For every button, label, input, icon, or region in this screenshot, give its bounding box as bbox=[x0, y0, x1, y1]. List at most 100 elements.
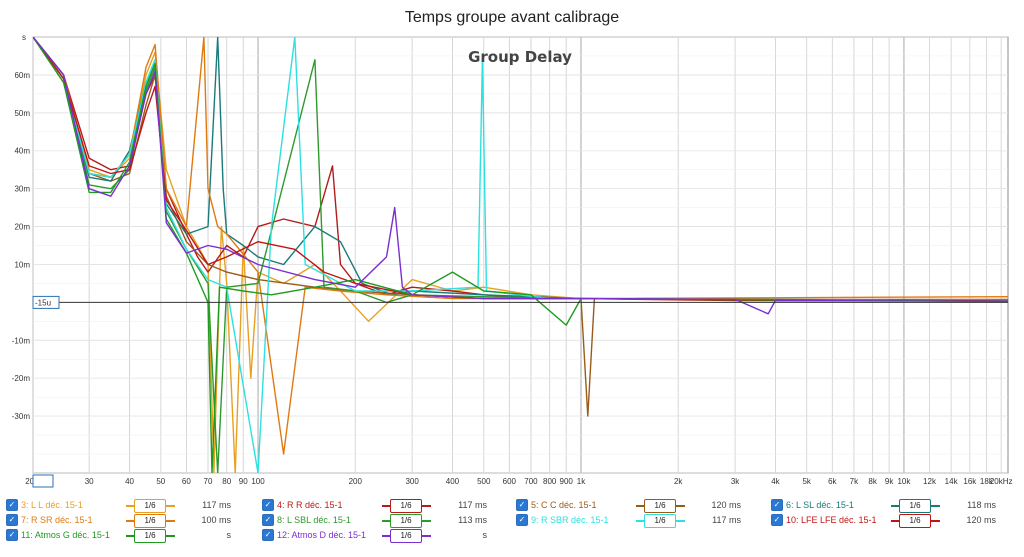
chart-title: Temps groupe avant calibrage bbox=[405, 9, 619, 26]
legend-line-swatch bbox=[421, 505, 431, 507]
legend-line-swatch bbox=[165, 535, 175, 537]
legend-smoothing-button[interactable]: 1/6 bbox=[899, 499, 931, 513]
legend-line-swatch bbox=[636, 505, 646, 507]
x-tick-label: 18k bbox=[980, 477, 994, 486]
legend-line-swatch bbox=[126, 535, 136, 537]
legend-checkbox[interactable]: ✓ bbox=[262, 499, 274, 511]
legend-line-swatch bbox=[891, 520, 901, 522]
x-tick-label: 800 bbox=[543, 477, 557, 486]
x-tick-label: 6k bbox=[828, 477, 837, 486]
legend-series-name: 6: L SL déc. 15-1 bbox=[786, 500, 854, 510]
y-tick-label: 10m bbox=[14, 260, 30, 269]
x-start-box[interactable] bbox=[32, 474, 54, 488]
legend-smoothing-button[interactable]: 1/6 bbox=[134, 499, 166, 513]
legend-checkbox[interactable]: ✓ bbox=[262, 529, 274, 541]
legend-item[interactable]: ✓ 6: L SL déc. 15-1 bbox=[771, 498, 854, 512]
x-tick-label: 10k bbox=[897, 477, 911, 486]
x-tick-label: 900 bbox=[560, 477, 574, 486]
legend: ✓ 3: L L déc. 15-1 1/6 117 ms ✓ 4: R R déc. 1… bbox=[0, 495, 1024, 557]
legend-item[interactable]: ✓ 12: Atmos D déc. 15-1 bbox=[262, 528, 366, 542]
legend-line-swatch bbox=[636, 520, 646, 522]
legend-line-swatch bbox=[382, 535, 392, 537]
x-tick-label: 9k bbox=[885, 477, 894, 486]
legend-delay-value: 113 ms bbox=[458, 515, 487, 525]
chart: Temps groupe avant calibrage 20,13040506… bbox=[12, 9, 1013, 488]
legend-delay-value: 120 ms bbox=[966, 515, 996, 525]
series-line bbox=[33, 37, 1008, 473]
legend-line-swatch bbox=[891, 505, 901, 507]
legend-series-name: 12: Atmos D déc. 15-1 bbox=[277, 530, 367, 540]
legend-line-swatch bbox=[675, 520, 685, 522]
legend-series-name: 7: R SR déc. 15-1 bbox=[21, 515, 93, 525]
x-tick-label: 12k bbox=[923, 477, 937, 486]
legend-checkbox[interactable]: ✓ bbox=[516, 514, 528, 526]
x-tick-label: 700 bbox=[524, 477, 538, 486]
x-tick-label: 200 bbox=[349, 477, 363, 486]
y-tick-label: -10m bbox=[12, 336, 31, 345]
x-tick-label: 7k bbox=[850, 477, 859, 486]
axes: 20,1304050607080901002003004005006007008… bbox=[12, 71, 1013, 488]
x-tick-label: 40 bbox=[125, 477, 134, 486]
legend-checkbox[interactable]: ✓ bbox=[6, 529, 18, 541]
legend-line-swatch bbox=[930, 505, 940, 507]
legend-line-swatch bbox=[165, 505, 175, 507]
legend-item[interactable]: ✓ 5: C C déc. 15-1 bbox=[516, 498, 597, 512]
legend-item[interactable]: ✓ 3: L L déc. 15-1 bbox=[6, 498, 83, 512]
legend-smoothing-button[interactable]: 1/6 bbox=[390, 514, 422, 528]
x-tick-label: 100 bbox=[251, 477, 265, 486]
series-line bbox=[33, 37, 1008, 473]
series-group bbox=[33, 37, 1008, 473]
y-tick-label: -30m bbox=[12, 412, 31, 421]
x-tick-label: 50 bbox=[156, 477, 165, 486]
cursor-value-box[interactable] bbox=[32, 295, 60, 309]
group-delay-label: Group Delay bbox=[468, 48, 572, 66]
legend-checkbox[interactable]: ✓ bbox=[771, 499, 783, 511]
legend-smoothing-button[interactable]: 1/6 bbox=[390, 499, 422, 513]
legend-checkbox[interactable]: ✓ bbox=[6, 514, 18, 526]
x-tick-label: 2k bbox=[674, 477, 683, 486]
x-tick-label: 1k bbox=[577, 477, 586, 486]
legend-checkbox[interactable]: ✓ bbox=[262, 514, 274, 526]
x-tick-label: 3k bbox=[731, 477, 740, 486]
legend-item[interactable]: ✓ 8: L SBL déc. 15-1 bbox=[262, 513, 351, 527]
legend-delay-value: 118 ms bbox=[967, 500, 996, 510]
y-tick-label: 60m bbox=[14, 71, 30, 80]
legend-delay-value: 120 ms bbox=[711, 500, 741, 510]
y-tick-label: 20m bbox=[14, 223, 30, 232]
legend-item[interactable]: ✓ 9: R SBR déc. 15-1 bbox=[516, 513, 609, 527]
x-tick-label: 8k bbox=[868, 477, 877, 486]
legend-item[interactable]: ✓ 10: LFE LFE déc. 15-1 bbox=[771, 513, 877, 527]
legend-series-name: 4: R R déc. 15-1 bbox=[277, 500, 343, 510]
legend-item[interactable]: ✓ 7: R SR déc. 15-1 bbox=[6, 513, 93, 527]
x-tick-label: 20kHz bbox=[990, 477, 1013, 486]
legend-smoothing-button[interactable]: 1/6 bbox=[644, 499, 676, 513]
x-tick-label: 14k bbox=[945, 477, 959, 486]
y-tick-label: 50m bbox=[14, 109, 30, 118]
legend-smoothing-button[interactable]: 1/6 bbox=[390, 529, 422, 543]
legend-delay-value: s bbox=[482, 530, 488, 540]
x-tick-label: 60 bbox=[182, 477, 191, 486]
x-tick-label: 90 bbox=[239, 477, 248, 486]
x-tick-label: 70 bbox=[204, 477, 213, 486]
legend-smoothing-button[interactable]: 1/6 bbox=[134, 529, 166, 543]
x-tick-label: 80 bbox=[222, 477, 231, 486]
legend-checkbox[interactable]: ✓ bbox=[516, 499, 528, 511]
legend-smoothing-button[interactable]: 1/6 bbox=[134, 514, 166, 528]
legend-checkbox[interactable]: ✓ bbox=[771, 514, 783, 526]
legend-delay-value: s bbox=[226, 530, 232, 540]
legend-delay-value: 100 ms bbox=[201, 515, 231, 525]
legend-line-swatch bbox=[421, 520, 431, 522]
legend-series-name: 5: C C déc. 15-1 bbox=[531, 500, 597, 510]
x-tick-label: 400 bbox=[446, 477, 460, 486]
legend-smoothing-button[interactable]: 1/6 bbox=[644, 514, 676, 528]
legend-series-name: 11: Atmos G déc. 15-1 bbox=[21, 530, 110, 540]
legend-item[interactable]: ✓ 4: R R déc. 15-1 bbox=[262, 498, 343, 512]
y-tick-label: 40m bbox=[14, 147, 30, 156]
series-line bbox=[33, 37, 1008, 315]
legend-checkbox[interactable]: ✓ bbox=[6, 499, 18, 511]
legend-smoothing-button[interactable]: 1/6 bbox=[899, 514, 931, 528]
x-tick-label: 300 bbox=[405, 477, 419, 486]
legend-delay-value: 117 ms bbox=[458, 500, 487, 510]
legend-line-swatch bbox=[930, 520, 940, 522]
legend-item[interactable]: ✓ 11: Atmos G déc. 15-1 bbox=[6, 528, 110, 542]
